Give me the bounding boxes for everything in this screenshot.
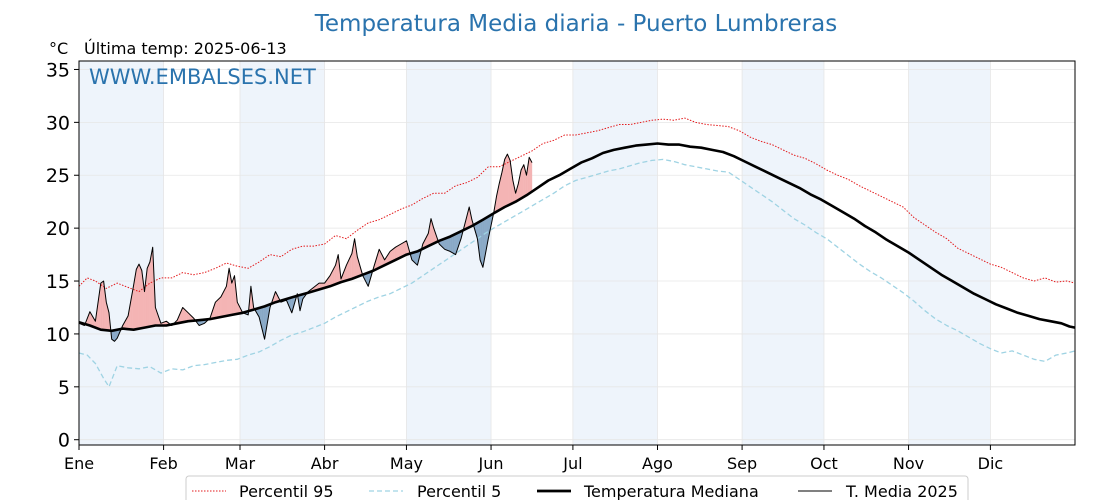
last-temp-label: Última temp: 2025-06-13 bbox=[84, 39, 287, 58]
y-axis: 0 5 10 15 20 25 30 35 bbox=[46, 59, 79, 452]
plot-background bbox=[79, 61, 991, 445]
x-tick-label-abr: Abr bbox=[311, 454, 339, 473]
legend-item-median: Temperatura Mediana bbox=[537, 482, 759, 500]
y-tick-label: 15 bbox=[46, 271, 70, 293]
y-tick-label: 25 bbox=[46, 165, 70, 187]
watermark: WWW.EMBALSES.NET bbox=[89, 65, 316, 89]
month-shade-ene bbox=[79, 61, 164, 445]
y-tick-label: 5 bbox=[58, 377, 70, 399]
series-line-p95 bbox=[78, 117, 1076, 293]
x-tick-label-sep: Sep bbox=[727, 454, 757, 473]
x-axis: Ene Feb Mar Abr May Jun Jul Ago Sep Oct Nov Dic bbox=[64, 445, 1003, 473]
y-tick-label: 30 bbox=[46, 112, 70, 134]
y-tick-label: 10 bbox=[46, 324, 70, 346]
x-tick-label-nov: Nov bbox=[893, 454, 924, 473]
series-lines bbox=[78, 117, 1076, 388]
y-tick-label: 35 bbox=[46, 59, 70, 81]
fill-above-median bbox=[531, 161, 533, 193]
legend-box bbox=[185, 475, 969, 500]
x-tick-label-ene: Ene bbox=[64, 454, 94, 473]
x-tick-label-dic: Dic bbox=[978, 454, 1004, 473]
series-line-p5 bbox=[78, 158, 1076, 388]
series-line-media-2025 bbox=[78, 153, 533, 342]
x-tick-label-ago: Ago bbox=[642, 454, 673, 473]
legend-item-media-2025: T. Media 2025 bbox=[798, 482, 958, 500]
month-shade-mar bbox=[239, 61, 325, 445]
series-line-median bbox=[78, 142, 1076, 333]
legend-label-media-2025: T. Media 2025 bbox=[845, 482, 958, 500]
y-tick-label: 0 bbox=[58, 430, 70, 452]
month-shade-sep bbox=[742, 61, 824, 445]
x-tick-label-mar: Mar bbox=[225, 454, 256, 473]
x-tick-label-jul: Jul bbox=[562, 454, 582, 473]
x-tick-label-jun: Jun bbox=[478, 454, 504, 473]
legend-item-p5: Percentil 5 bbox=[369, 482, 501, 500]
unit-label: °C bbox=[49, 39, 68, 58]
legend-label-p95: Percentil 95 bbox=[239, 482, 334, 500]
month-shade-jul bbox=[572, 61, 658, 445]
plot-frame bbox=[78, 60, 1076, 446]
legend-label-p5: Percentil 5 bbox=[417, 482, 501, 500]
x-tick-label-oct: Oct bbox=[810, 454, 838, 473]
x-tick-label-may: May bbox=[390, 454, 423, 473]
legend-item-p95: Percentil 95 bbox=[192, 482, 334, 500]
month-shade-nov bbox=[908, 61, 991, 445]
y-tick-label: 20 bbox=[46, 218, 70, 240]
legend-label-median: Temperatura Mediana bbox=[583, 482, 759, 500]
legend: Percentil 95 Percentil 5 Temperatura Med… bbox=[185, 475, 969, 500]
x-tick-label-feb: Feb bbox=[149, 454, 177, 473]
chart-title: Temperatura Media diaria - Puerto Lumbre… bbox=[314, 11, 837, 37]
